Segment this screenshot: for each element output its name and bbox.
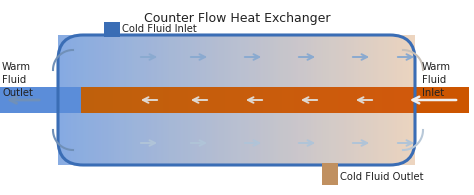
Text: Warm
Fluid
Outlet: Warm Fluid Outlet — [2, 62, 33, 98]
Bar — [0, 87, 81, 113]
Bar — [413, 87, 469, 113]
Bar — [322, 163, 338, 185]
Text: Warm
Fluid
Inlet: Warm Fluid Inlet — [422, 62, 451, 98]
Text: Counter Flow Heat Exchanger: Counter Flow Heat Exchanger — [144, 12, 330, 25]
Bar — [104, 22, 120, 37]
Text: Cold Fluid Outlet: Cold Fluid Outlet — [340, 172, 423, 182]
FancyBboxPatch shape — [58, 35, 415, 165]
Text: Cold Fluid Inlet: Cold Fluid Inlet — [122, 24, 197, 34]
